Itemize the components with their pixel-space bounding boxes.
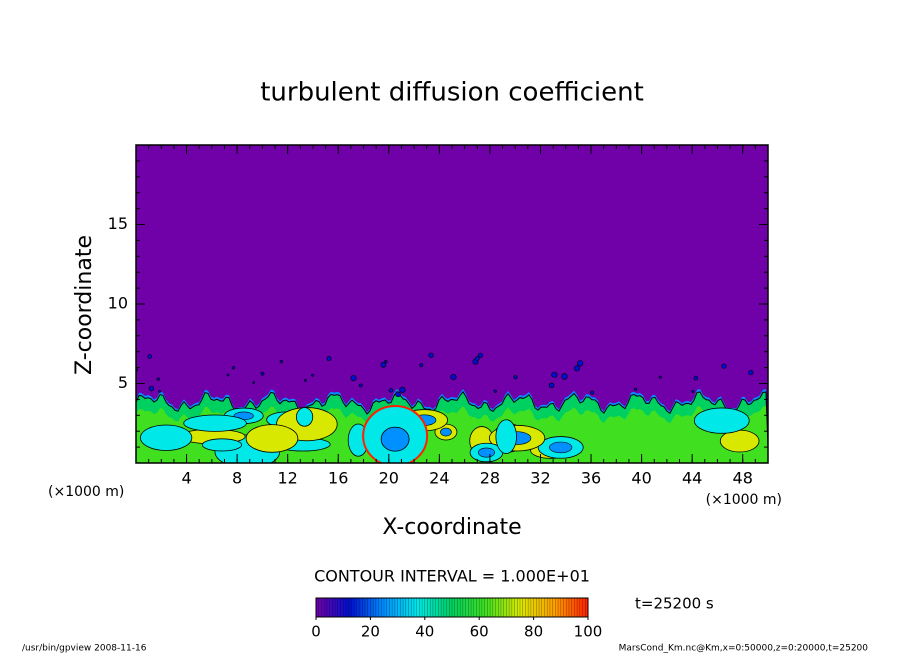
field-speck: [252, 381, 256, 384]
field-speck: [658, 375, 662, 379]
footer-right: MarsCond_Km.nc@Km,x=0:50000,z=0:20000,t=…: [619, 644, 869, 654]
footer-left: /usr/bin/gpview 2008-11-16: [22, 644, 147, 654]
field-speck: [513, 375, 518, 380]
y-tick-label: 5: [118, 373, 128, 392]
colorbar-tick-label: 0: [311, 623, 321, 641]
field-eddy: [183, 414, 247, 432]
field-speck: [721, 363, 727, 369]
field-speck: [303, 378, 307, 382]
field-speck: [748, 369, 754, 376]
field-speck: [156, 377, 160, 381]
field-eddy: [245, 424, 299, 453]
y-tick-label: 10: [108, 294, 128, 313]
time-label: t=25200 s: [635, 595, 714, 613]
colorbar-tick-label: 40: [415, 623, 434, 641]
field-eddy-core: [549, 441, 573, 454]
field-speck: [561, 373, 568, 380]
field-speck: [577, 360, 584, 367]
x-tick-label: 4: [181, 469, 191, 488]
field-eddy: [201, 438, 243, 452]
field-speck: [350, 374, 357, 382]
field-speck: [311, 373, 315, 377]
colorbar-tick-label: 80: [524, 623, 543, 641]
field-speck: [147, 354, 152, 359]
field-speck: [548, 382, 555, 389]
field-speck: [428, 352, 434, 358]
x-tick-label: 36: [581, 469, 601, 488]
x-tick-label: 44: [682, 469, 702, 488]
x-tick-label: 48: [733, 469, 753, 488]
y-axis-label: Z-coordinate: [72, 235, 97, 375]
field-speck: [693, 375, 699, 381]
field-speck: [551, 371, 558, 378]
field-speck: [419, 363, 424, 368]
x-tick-label: 24: [429, 469, 449, 488]
field-eddy-core: [477, 447, 495, 458]
field-speck: [493, 389, 497, 393]
x-tick-label: 28: [480, 469, 500, 488]
x-unit: (×1000 m): [706, 492, 782, 508]
x-tick-label: 20: [379, 469, 399, 488]
field-eddy: [295, 407, 314, 427]
field-speck: [590, 390, 595, 395]
y-unit: (×1000 m): [48, 484, 124, 500]
field-speck: [279, 359, 283, 364]
field-speck: [384, 359, 388, 364]
field-speck: [326, 356, 332, 362]
field-speck: [358, 383, 363, 388]
field-eddy-core: [440, 427, 452, 437]
field-eddy: [693, 407, 750, 434]
field-speck: [691, 389, 695, 393]
field-speck: [226, 373, 230, 377]
x-tick-label: 12: [278, 469, 298, 488]
field-speck: [450, 373, 457, 381]
field-speck: [260, 371, 265, 376]
field-speck: [380, 361, 387, 368]
field-speck: [158, 390, 161, 393]
x-tick-label: 8: [232, 469, 242, 488]
field-speck: [477, 352, 484, 358]
contour-interval: CONTOUR INTERVAL = 1.000E+01: [314, 567, 590, 586]
field-speck: [633, 387, 638, 391]
colorbar-tick-label: 20: [361, 623, 380, 641]
x-tick-label: 40: [631, 469, 651, 488]
x-tick-label: 32: [530, 469, 550, 488]
field: [136, 145, 768, 463]
field-speck: [148, 385, 155, 392]
field-speck: [388, 388, 394, 393]
chart-title: turbulent diffusion coefficient: [260, 78, 644, 108]
field-speck: [573, 365, 580, 372]
field-eddy: [140, 424, 193, 451]
colorbar-tick-label: 60: [470, 623, 489, 641]
field-speck: [474, 356, 480, 361]
x-tick-label: 16: [328, 469, 348, 488]
field-speck: [395, 391, 401, 398]
y-tick-label: 15: [108, 214, 128, 233]
field-speck: [231, 366, 236, 370]
field-eddy: [495, 419, 517, 454]
field-speck: [399, 386, 406, 393]
field-eddy-core: [380, 426, 410, 452]
colorbar-tick-label: 100: [574, 623, 603, 641]
x-axis-label: X-coordinate: [382, 515, 521, 540]
